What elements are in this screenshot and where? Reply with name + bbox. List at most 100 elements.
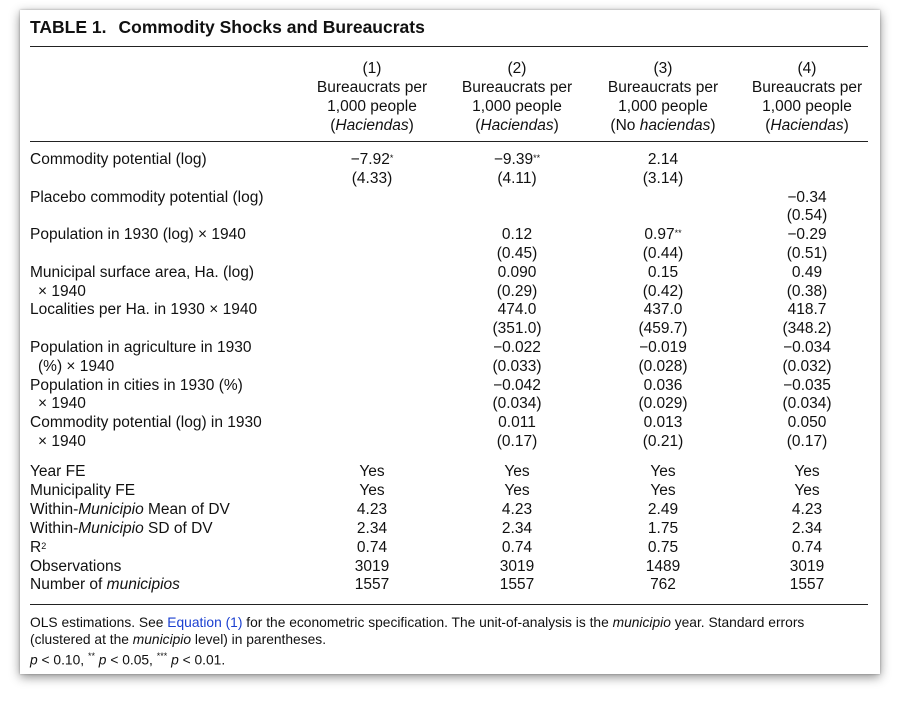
- column-sample: (Haciendas): [330, 117, 414, 134]
- header-rule: [30, 141, 868, 142]
- standard-error: (0.029): [638, 395, 688, 413]
- notes-line-3: p < 0.10, ** p < 0.05, *** p < 0.01.: [30, 648, 875, 669]
- coefficient: −0.019: [639, 339, 687, 356]
- standard-error: (0.38): [786, 282, 828, 300]
- stat-value: 1557: [499, 576, 535, 594]
- notes-text: for the econometric specification. The u…: [242, 615, 613, 630]
- standard-error: (0.034): [492, 395, 542, 413]
- standard-error: (0.51): [786, 245, 828, 262]
- stat-value: Yes: [359, 463, 385, 480]
- notes-text: (clustered at the: [30, 632, 133, 647]
- row-label: Population in agriculture in 1930: [30, 339, 252, 356]
- table-card: TABLE 1. Commodity Shocks and Bureaucrats…: [20, 10, 880, 674]
- row-label: Commodity potential (log): [30, 151, 207, 168]
- coefficient: −7.92*: [350, 151, 394, 168]
- column-title: 1,000 people: [762, 98, 852, 115]
- stat-value: Yes: [794, 481, 820, 499]
- p-symbol: p: [98, 652, 107, 668]
- stat-value: Yes: [794, 463, 820, 480]
- standard-error: (0.033): [492, 357, 542, 375]
- stat-value: 0.74: [356, 538, 388, 556]
- stat-value: Yes: [504, 481, 530, 499]
- notes-text: < 0.05,: [106, 652, 157, 668]
- row-label: Localities per Ha. in 1930 × 1940: [30, 301, 258, 319]
- stat-value: 3019: [354, 557, 390, 575]
- row-label: × 1940: [38, 395, 86, 413]
- stat-value: 1489: [645, 557, 681, 575]
- standard-error: (3.14): [642, 169, 684, 187]
- coefficient: 0.050: [787, 414, 827, 432]
- table-notes: OLS estimations. See Equation (1) for th…: [30, 614, 875, 669]
- standard-error: (0.028): [638, 357, 688, 375]
- stat-value: 0.74: [791, 538, 823, 556]
- stat-label: R2: [30, 538, 47, 556]
- standard-error: (0.17): [496, 433, 538, 450]
- coefficient: 0.97**: [644, 226, 682, 244]
- column-header: (1) Bureaucrats per 1,000 people (Haciendas…: [307, 59, 437, 135]
- standard-error: (0.44): [642, 245, 684, 262]
- column-header: (4) Bureaucrats per 1,000 people (Haciendas…: [742, 59, 872, 135]
- star-marker: ***: [156, 651, 168, 661]
- row-label: Population in cities in 1930 (%): [30, 376, 243, 394]
- notes-italic: municipio: [132, 632, 192, 647]
- equation-link[interactable]: Equation (1): [167, 615, 243, 630]
- row-label: Commodity potential (log) in 1930: [30, 414, 262, 432]
- stat-value: Yes: [650, 463, 676, 480]
- column-title: Bureaucrats per: [461, 79, 573, 96]
- coefficient: −9.39**: [493, 151, 541, 168]
- column-title: Bureaucrats per: [316, 79, 428, 96]
- column-number: (1): [362, 60, 382, 77]
- notes-text: year. Standard errors: [670, 615, 805, 630]
- p-symbol: p: [30, 652, 38, 668]
- row-label: × 1940: [38, 433, 86, 450]
- standard-error: (348.2): [782, 320, 832, 338]
- standard-error: (4.33): [351, 169, 393, 187]
- column-number: (3): [653, 60, 673, 77]
- stat-value: 3019: [499, 557, 535, 575]
- table-label: TABLE 1.: [30, 17, 107, 37]
- row-label: × 1940: [38, 282, 86, 300]
- column-title: Bureaucrats per: [751, 79, 863, 96]
- stat-value: 3019: [789, 557, 825, 575]
- stat-label: Within-Municipio SD of DV: [30, 519, 213, 537]
- column-sample: (Haciendas): [475, 117, 559, 134]
- coefficient: −0.042: [493, 376, 541, 394]
- row-label: Municipal surface area, Ha. (log): [30, 263, 254, 281]
- coefficient: 474.0: [497, 301, 537, 319]
- top-rule: [30, 46, 868, 47]
- stat-value: 2.34: [356, 519, 388, 537]
- standard-error: (0.45): [496, 245, 538, 262]
- significance-stars: *: [389, 153, 394, 163]
- standard-error: (0.21): [642, 433, 684, 450]
- standard-error: (351.0): [492, 320, 542, 338]
- coefficient: 0.011: [498, 414, 536, 432]
- stat-value: 2.34: [791, 519, 823, 537]
- notes-text: < 0.01.: [178, 652, 226, 668]
- column-sample: (Haciendas): [765, 117, 849, 134]
- coefficient: 0.013: [643, 414, 683, 432]
- stat-label: Number of municipios: [30, 576, 180, 594]
- notes-text: OLS estimations. See: [30, 615, 168, 630]
- column-header: (3) Bureaucrats per 1,000 people (No hacien…: [598, 59, 728, 135]
- stat-value: Yes: [504, 463, 530, 480]
- table-title: TABLE 1. Commodity Shocks and Bureaucrats: [30, 17, 425, 38]
- stat-value: 1557: [789, 576, 825, 594]
- notes-text: level) in parentheses.: [191, 632, 327, 647]
- column-header: (2) Bureaucrats per 1,000 people (Haciendas…: [452, 59, 582, 135]
- stat-value: 1557: [354, 576, 390, 594]
- stat-value: 4.23: [356, 500, 388, 518]
- coefficient: 0.090: [497, 263, 537, 281]
- notes-line-2: (clustered at the municipio level) in pa…: [30, 631, 875, 648]
- significance-stars: **: [533, 153, 541, 163]
- coefficient: 0.12: [501, 226, 533, 244]
- column-title: Bureaucrats per: [607, 79, 719, 96]
- coefficient: 0.15: [647, 263, 679, 281]
- stat-value: Yes: [650, 481, 676, 499]
- stat-value: 1.75: [647, 519, 679, 537]
- stat-label: Within-Municipio Mean of DV: [30, 500, 230, 518]
- stat-value: 4.23: [501, 500, 533, 518]
- coefficient: −0.022: [493, 339, 541, 356]
- stat-value: 0.74: [501, 538, 533, 556]
- standard-error: (0.42): [642, 282, 684, 300]
- stat-label: Observations: [30, 557, 122, 575]
